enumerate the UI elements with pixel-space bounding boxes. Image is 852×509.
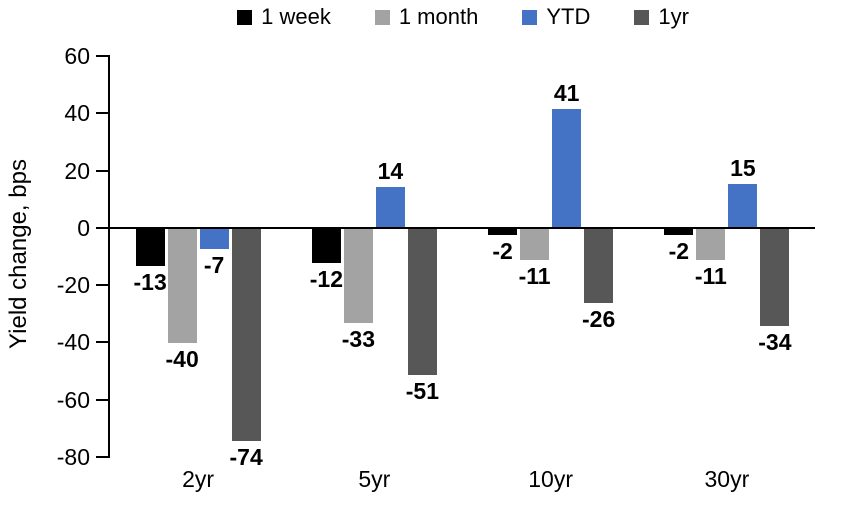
x-category-label: 5yr: [358, 466, 391, 492]
chart-legend: 1 week 1 month YTD 1yr: [110, 6, 816, 28]
bar-1-week-2yr: [135, 228, 165, 267]
y-axis-tick: [96, 398, 110, 401]
bar-1-month-2yr: [167, 228, 197, 344]
y-tick-label: -40: [56, 329, 90, 356]
bar-ytd-30yr: [728, 183, 758, 227]
bar-data-label: -2: [492, 237, 513, 264]
bar-data-label: -33: [341, 326, 375, 353]
bar-1-month-10yr: [520, 228, 550, 261]
y-tick-label: 60: [64, 43, 90, 69]
legend-item: YTD: [522, 6, 590, 28]
bar-ytd-5yr: [375, 186, 405, 227]
y-axis-title: Yield change, bps: [5, 159, 32, 349]
bar-data-label: -2: [668, 237, 690, 264]
legend-swatch-icon: [522, 9, 538, 25]
bar-data-label: -11: [518, 263, 551, 290]
y-axis-tick: [96, 169, 110, 172]
y-axis-tick: [96, 55, 110, 57]
bar-data-label: -7: [203, 251, 225, 278]
y-axis-tick: [96, 284, 110, 287]
bar-data-label: -13: [133, 269, 167, 296]
bar-data-label: 41: [553, 80, 580, 107]
y-axis-tick: [96, 341, 110, 344]
legend-item: 1yr: [634, 6, 689, 28]
bar-data-label: -11: [694, 263, 727, 290]
bar-data-label: 15: [730, 154, 756, 181]
x-axis-line: [108, 226, 815, 229]
bar-1yr-10yr: [584, 228, 614, 304]
bar-ytd-10yr: [552, 109, 582, 227]
legend-label: 1yr: [658, 4, 689, 29]
legend-item: 1 month: [374, 4, 479, 29]
bar-1-month-5yr: [343, 228, 373, 324]
bar-1-week-30yr: [664, 228, 694, 235]
legend-label: 1 month: [398, 4, 479, 29]
bar-1yr-2yr: [231, 228, 261, 441]
bar-ytd-2yr: [199, 228, 229, 249]
y-tick-label: 0: [77, 214, 90, 241]
legend-swatch-icon: [237, 9, 253, 25]
x-category-label: 30yr: [704, 466, 750, 492]
y-tick-label: 20: [64, 157, 90, 184]
bar-1-month-30yr: [696, 228, 726, 261]
y-tick-label: 40: [64, 100, 90, 127]
bar-data-label: -34: [758, 329, 792, 356]
legend-label: YTD: [546, 4, 591, 29]
bar-1-week-5yr: [311, 228, 341, 264]
x-category-label: 10yr: [528, 466, 573, 492]
bar-1yr-30yr: [760, 228, 790, 327]
legend-swatch-icon: [634, 9, 650, 25]
y-axis-line: [108, 56, 110, 457]
legend-label: 1 week: [261, 4, 331, 29]
bar-data-label: -40: [165, 346, 199, 373]
x-category-label: 2yr: [182, 466, 215, 492]
bar-1yr-5yr: [407, 228, 437, 375]
bar-data-label: 14: [377, 157, 404, 184]
y-axis-tick: [96, 226, 110, 229]
legend-item: 1 week: [237, 6, 331, 28]
bar-data-label: -74: [229, 443, 263, 470]
y-axis-tick: [96, 456, 110, 458]
bar-data-label: -26: [582, 306, 616, 333]
bar-data-label: -12: [309, 266, 343, 293]
bar-1-week-10yr: [488, 228, 518, 235]
bar-data-label: -51: [405, 377, 439, 404]
y-tick-label: -60: [56, 386, 90, 413]
y-axis-tick: [96, 112, 110, 115]
y-tick-label: -20: [56, 272, 90, 299]
y-tick-label: -80: [56, 444, 90, 470]
legend-swatch-icon: [374, 9, 390, 25]
